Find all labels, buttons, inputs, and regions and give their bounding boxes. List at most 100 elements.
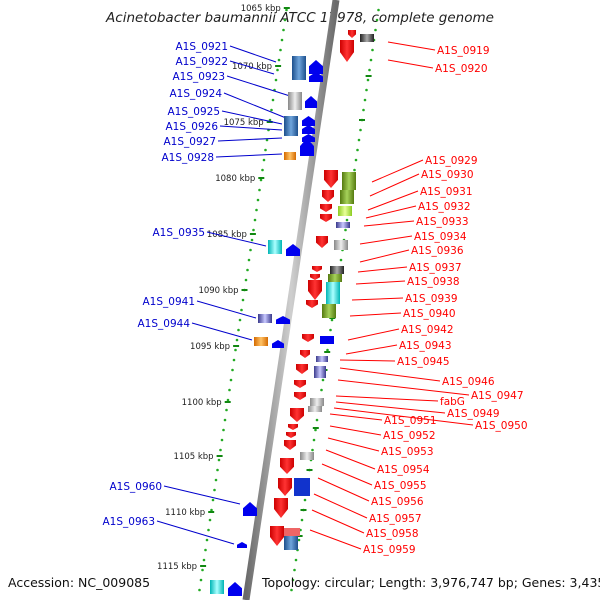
gene-features — [210, 30, 374, 596]
scale-tick-label: 1095 kbp — [190, 342, 230, 352]
gene-arrow-reverse — [309, 72, 323, 82]
gene-label-forward: A1S_0956 — [371, 496, 424, 508]
gene-label-forward: A1S_0919 — [437, 45, 490, 57]
gene-arrow-forward — [340, 40, 354, 62]
gene-arrow-reverse — [228, 582, 242, 596]
gene-block — [254, 337, 268, 346]
genome-backbone — [242, 0, 340, 600]
scale-tick-label: 1100 kbp — [182, 398, 222, 408]
scale-tick-label: 1115 kbp — [157, 562, 197, 572]
scale-tick-label: 1065 kbp — [241, 4, 281, 14]
gene-arrow-forward — [348, 30, 356, 38]
gene-label-forward: A1S_0933 — [416, 216, 469, 228]
gene-label-forward: A1S_0929 — [425, 155, 478, 167]
gene-block — [326, 282, 340, 304]
gene-label-forward: A1S_0939 — [405, 293, 458, 305]
gene-arrow-forward — [300, 350, 310, 358]
gene-block — [360, 34, 374, 42]
gene-block — [342, 172, 356, 190]
gene-label-forward: A1S_0955 — [374, 480, 427, 492]
genome-summary: Topology: circular; Length: 3,976,747 bp… — [262, 575, 600, 590]
gene-label-reverse: A1S_0926 — [166, 121, 219, 133]
gene-block — [292, 56, 306, 80]
gene-arrow-forward — [274, 498, 288, 518]
gene-arrow-reverse — [302, 116, 315, 126]
gene-label-forward: A1S_0949 — [447, 408, 500, 420]
gene-arrow-forward — [294, 380, 306, 388]
gene-arrow-forward — [284, 440, 296, 450]
scale-tick-label: 1105 kbp — [174, 452, 214, 462]
gene-label-reverse: A1S_0944 — [138, 318, 191, 330]
gene-label-reverse: A1S_0935 — [153, 227, 206, 239]
gene-block — [334, 240, 348, 250]
gene-label-forward: A1S_0950 — [475, 420, 528, 432]
gene-block — [288, 92, 302, 110]
gene-label-forward: A1S_0930 — [421, 169, 474, 181]
label-leader-lines — [156, 41, 474, 550]
gene-block — [338, 206, 352, 216]
gene-label-reverse: A1S_0960 — [110, 481, 163, 493]
gene-labels: A1S_0921 A1S_0922 A1S_0923 A1S_0924 A1S_0925… — [103, 41, 528, 556]
gene-arrow-reverse — [305, 96, 317, 108]
gene-arrow-reverse — [276, 316, 290, 324]
gene-label-forward: A1S_0958 — [366, 528, 419, 540]
gene-arrow-reverse — [302, 125, 315, 134]
gene-label-forward: A1S_0959 — [363, 544, 416, 556]
gene-arrow-forward — [294, 392, 306, 400]
gene-arrow-forward — [278, 478, 292, 496]
gene-arrow-forward — [280, 458, 294, 474]
gene-label-forward: A1S_0936 — [411, 245, 464, 257]
gene-label-reverse: A1S_0941 — [143, 296, 196, 308]
gene-label-reverse: A1S_0921 — [176, 41, 229, 53]
gene-arrow-forward — [270, 526, 284, 546]
gene-label-reverse: A1S_0928 — [162, 152, 215, 164]
gene-arrow-forward — [286, 432, 296, 438]
gene-label-forward: A1S_0951 — [384, 415, 437, 427]
gene-label-forward: A1S_0920 — [435, 63, 488, 75]
gene-block — [300, 452, 314, 460]
gene-arrow-forward — [290, 408, 304, 422]
gene-label-forward: A1S_0934 — [414, 231, 467, 243]
gene-arrow-forward — [302, 334, 314, 342]
gene-block — [284, 536, 298, 550]
gene-block — [210, 580, 224, 594]
gene-arrow-reverse — [272, 340, 284, 348]
gene-arrow-reverse — [237, 542, 247, 548]
gene-block — [308, 406, 322, 412]
gene-arrow-forward — [312, 266, 322, 272]
gene-label-forward: A1S_0943 — [399, 340, 452, 352]
gene-label-forward: fabG — [440, 396, 465, 408]
gene-arrow-forward — [288, 424, 298, 430]
gene-arrow-forward — [320, 214, 332, 222]
gene-block — [284, 528, 300, 536]
gene-block — [268, 240, 282, 254]
scale-tick-label: 1110 kbp — [165, 508, 205, 518]
gene-block — [330, 266, 344, 274]
gene-arrow-forward — [324, 170, 338, 188]
gene-label-forward: A1S_0932 — [418, 201, 471, 213]
gene-label-reverse: A1S_0924 — [170, 88, 223, 100]
gene-block — [284, 152, 296, 160]
gene-block — [340, 190, 354, 204]
gene-label-reverse: A1S_0922 — [176, 56, 229, 68]
gene-block — [310, 398, 324, 406]
gene-label-forward: A1S_0940 — [403, 308, 456, 320]
scale-tick-label: 1085 kbp — [207, 230, 247, 240]
gene-label-reverse: A1S_0927 — [164, 136, 217, 148]
accession: Accession: NC_009085 — [8, 575, 151, 590]
gene-block — [316, 356, 328, 362]
gene-arrow-reverse — [286, 244, 300, 256]
gene-arrow-forward — [320, 204, 332, 212]
gene-arrow-forward — [308, 280, 322, 300]
gene-block — [284, 116, 298, 136]
gene-label-forward: A1S_0937 — [409, 262, 462, 274]
gene-label-forward: A1S_0953 — [381, 446, 434, 458]
gene-label-reverse: A1S_0963 — [103, 516, 156, 528]
gene-label-forward: A1S_0952 — [383, 430, 436, 442]
gene-label-forward: A1S_0945 — [397, 356, 450, 368]
gene-block — [314, 366, 326, 378]
gene-block — [336, 222, 350, 228]
gene-label-forward: A1S_0931 — [420, 186, 473, 198]
gene-arrow-forward — [316, 236, 328, 248]
gene-block — [294, 478, 310, 496]
